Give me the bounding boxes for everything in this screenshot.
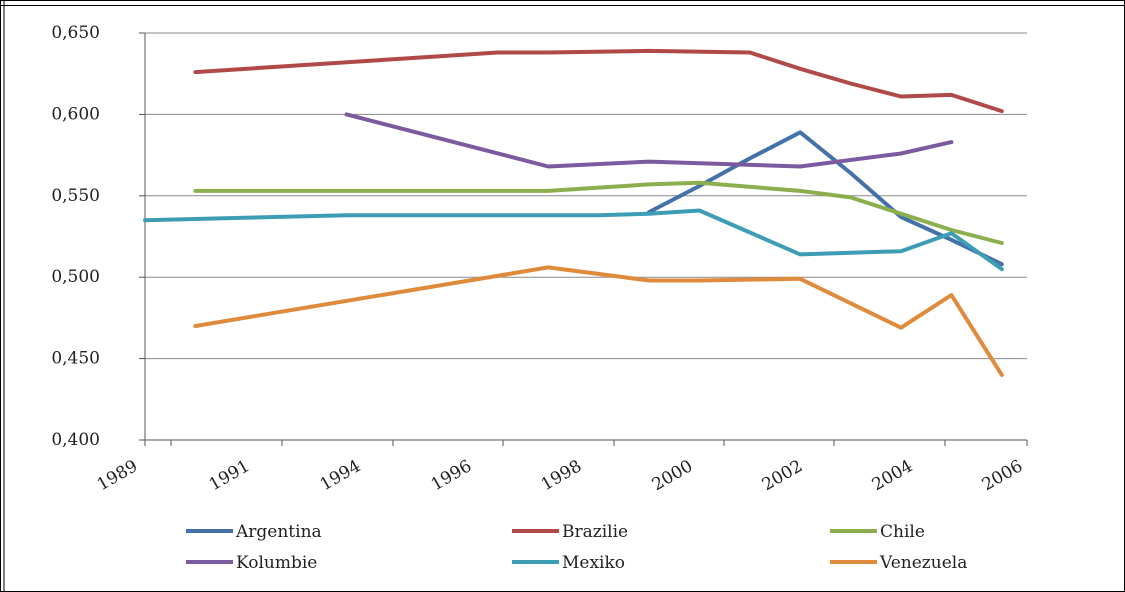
x-tick-label: 1989 [94, 456, 141, 495]
x-tick-label: 1994 [317, 456, 364, 495]
legend-label-mexiko: Mexiko [562, 553, 625, 573]
series-line-venezuela [193, 265, 1004, 377]
y-tick-label: 0,550 [51, 186, 100, 206]
axes [139, 32, 1028, 446]
series-line-kolumbie [344, 112, 954, 169]
x-tick-labels: 1989 1991 1994 1996 1998 2000 2002 2004 2006 [94, 456, 1026, 495]
series-lines [143, 48, 1004, 377]
x-tick-label: 1991 [206, 456, 253, 495]
y-tick-label: 0,500 [51, 267, 100, 287]
y-tick-label: 0,400 [51, 430, 100, 450]
x-tick-label: 1998 [538, 456, 585, 495]
series-line-brazilie [193, 48, 1004, 114]
x-tick-label: 2004 [869, 456, 916, 495]
legend-label-chile: Chile [880, 522, 925, 542]
y-tick-label: 0,600 [51, 104, 100, 124]
y-tick-labels: 0,400 0,450 0,500 0,550 0,600 0,650 [51, 23, 100, 450]
gridlines [145, 32, 1027, 360]
x-tick-label: 1996 [428, 456, 475, 495]
legend-label-argentina: Argentina [235, 522, 322, 542]
legend-label-brazilie: Brazilie [562, 522, 628, 542]
series-line-mexiko [143, 208, 1004, 272]
legend: Argentina Brazilie Chile Kolumbie Mexiko Vene… [186, 522, 967, 573]
x-tick-label: 2006 [979, 456, 1026, 495]
legend-label-venezuela: Venezuela [879, 553, 967, 573]
x-tick-label: 2000 [649, 456, 696, 495]
x-tick-label: 2002 [759, 456, 806, 495]
legend-label-kolumbie: Kolumbie [236, 553, 317, 573]
y-tick-label: 0,650 [51, 23, 100, 43]
series-line-chile [193, 180, 1004, 245]
y-tick-label: 0,450 [51, 349, 100, 369]
series-line-argentina [647, 130, 1004, 267]
